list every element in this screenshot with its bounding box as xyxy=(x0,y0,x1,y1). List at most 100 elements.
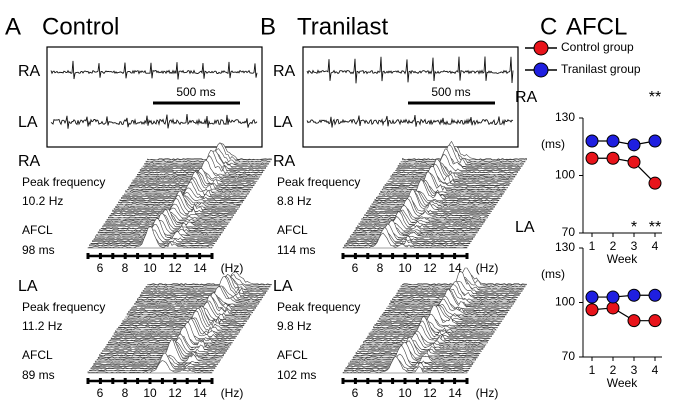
spectrum-line xyxy=(109,331,235,342)
freq-tick xyxy=(123,253,127,259)
afcl-value: 89 ms xyxy=(22,368,55,382)
freq-tick xyxy=(148,253,152,259)
point xyxy=(585,134,599,148)
x-label: Week xyxy=(607,376,638,390)
freq-tick xyxy=(428,378,432,384)
spectrum-line xyxy=(123,302,249,320)
trace xyxy=(50,113,258,129)
scale-label: 500 ms xyxy=(431,85,470,99)
y-tick-label: 100 xyxy=(555,168,575,182)
spectrum-line xyxy=(351,225,476,236)
freq-tick xyxy=(185,378,189,384)
freq-tick-label: 10 xyxy=(143,261,157,275)
freq-tick xyxy=(415,378,419,384)
spectrum-line xyxy=(367,318,492,337)
spectrum-line xyxy=(371,190,497,206)
y-tick-label: 100 xyxy=(555,295,575,309)
point xyxy=(627,155,641,169)
freq-tick-label: 6 xyxy=(97,261,104,275)
spectrum-line xyxy=(395,148,520,171)
freq-tick xyxy=(86,378,90,384)
peak-value: 11.2 Hz xyxy=(22,319,62,333)
freq-tick xyxy=(98,253,102,259)
spectrum-line xyxy=(102,333,227,352)
point xyxy=(585,303,599,317)
freq-tick xyxy=(465,378,469,384)
freq-tick-label: 14 xyxy=(193,386,207,400)
freq-tick xyxy=(440,253,444,259)
y-label: (ms) xyxy=(541,267,565,281)
spectrum-line xyxy=(365,199,491,214)
trace-label: LA xyxy=(273,114,293,131)
spectrum-line xyxy=(122,307,248,322)
spectrum-line xyxy=(147,271,272,286)
panel-title: Control xyxy=(42,13,119,40)
trace-label: RA xyxy=(18,63,41,80)
spectrum-line xyxy=(141,274,266,294)
trace-box xyxy=(46,46,263,148)
peak-label: Peak frequency xyxy=(277,300,360,314)
freq-tick xyxy=(98,378,102,384)
spectrum-line xyxy=(93,354,219,365)
spectrum-line xyxy=(393,153,519,174)
spectrum-line xyxy=(374,304,500,326)
spectrum-line xyxy=(374,179,500,202)
freq-tick-label: 12 xyxy=(168,261,182,275)
freq-tick xyxy=(173,253,177,259)
freq-tick xyxy=(403,253,407,259)
spectrum-line xyxy=(103,336,229,350)
point xyxy=(606,301,620,315)
freq-unit: (Hz) xyxy=(476,386,499,400)
freq-tick xyxy=(453,378,457,384)
spectrum-line xyxy=(137,286,262,301)
chart-title: RA xyxy=(515,89,538,106)
legend-label: Control group xyxy=(561,40,634,54)
trace-label: RA xyxy=(273,63,296,80)
x-label: Week xyxy=(607,252,638,266)
spectrum-line xyxy=(121,311,246,324)
spectrum-line xyxy=(378,184,504,195)
spectrum-line xyxy=(131,294,256,309)
spectrum-line xyxy=(357,210,482,227)
spectrum-line xyxy=(90,358,216,370)
spectrum-line xyxy=(344,227,469,247)
spectrum-line xyxy=(352,340,478,359)
trace-label: LA xyxy=(18,114,38,131)
trace xyxy=(306,56,514,84)
spectrum-line xyxy=(363,324,488,344)
freq-tick xyxy=(198,253,202,259)
spectrum-line xyxy=(97,343,223,359)
trace-box xyxy=(302,46,519,148)
panel-letter: A xyxy=(5,13,21,40)
trace xyxy=(306,115,514,128)
freq-unit: (Hz) xyxy=(221,261,244,275)
spectrum-label: RA xyxy=(273,153,296,170)
freq-tick-label: 8 xyxy=(377,261,384,275)
point xyxy=(627,288,641,302)
freq-tick-label: 10 xyxy=(143,386,157,400)
spectrum-line xyxy=(377,180,503,197)
x-tick-label: 2 xyxy=(610,363,617,377)
freq-tick-label: 8 xyxy=(122,261,129,275)
point xyxy=(648,134,662,148)
spectrum-line xyxy=(134,286,259,305)
series-line xyxy=(592,294,655,298)
spectrum-line xyxy=(383,165,508,189)
peak-label: Peak frequency xyxy=(22,175,105,189)
x-tick-label: 3 xyxy=(631,239,638,253)
spectrum-line xyxy=(129,292,255,311)
spectrum-line xyxy=(364,320,490,342)
scale-label: 500 ms xyxy=(176,85,215,99)
spectrum-line xyxy=(118,306,243,329)
spectrum-line xyxy=(357,340,482,352)
spectrum-label: LA xyxy=(273,278,293,295)
spectrum-line xyxy=(358,209,484,225)
spectrum-line xyxy=(354,215,479,232)
spectrum-line xyxy=(342,232,468,249)
x-tick-label: 1 xyxy=(589,363,596,377)
spectrum-line xyxy=(386,288,511,309)
spectrum-line xyxy=(402,146,527,161)
annotation: * xyxy=(631,219,637,236)
spectrum-line xyxy=(115,310,240,333)
